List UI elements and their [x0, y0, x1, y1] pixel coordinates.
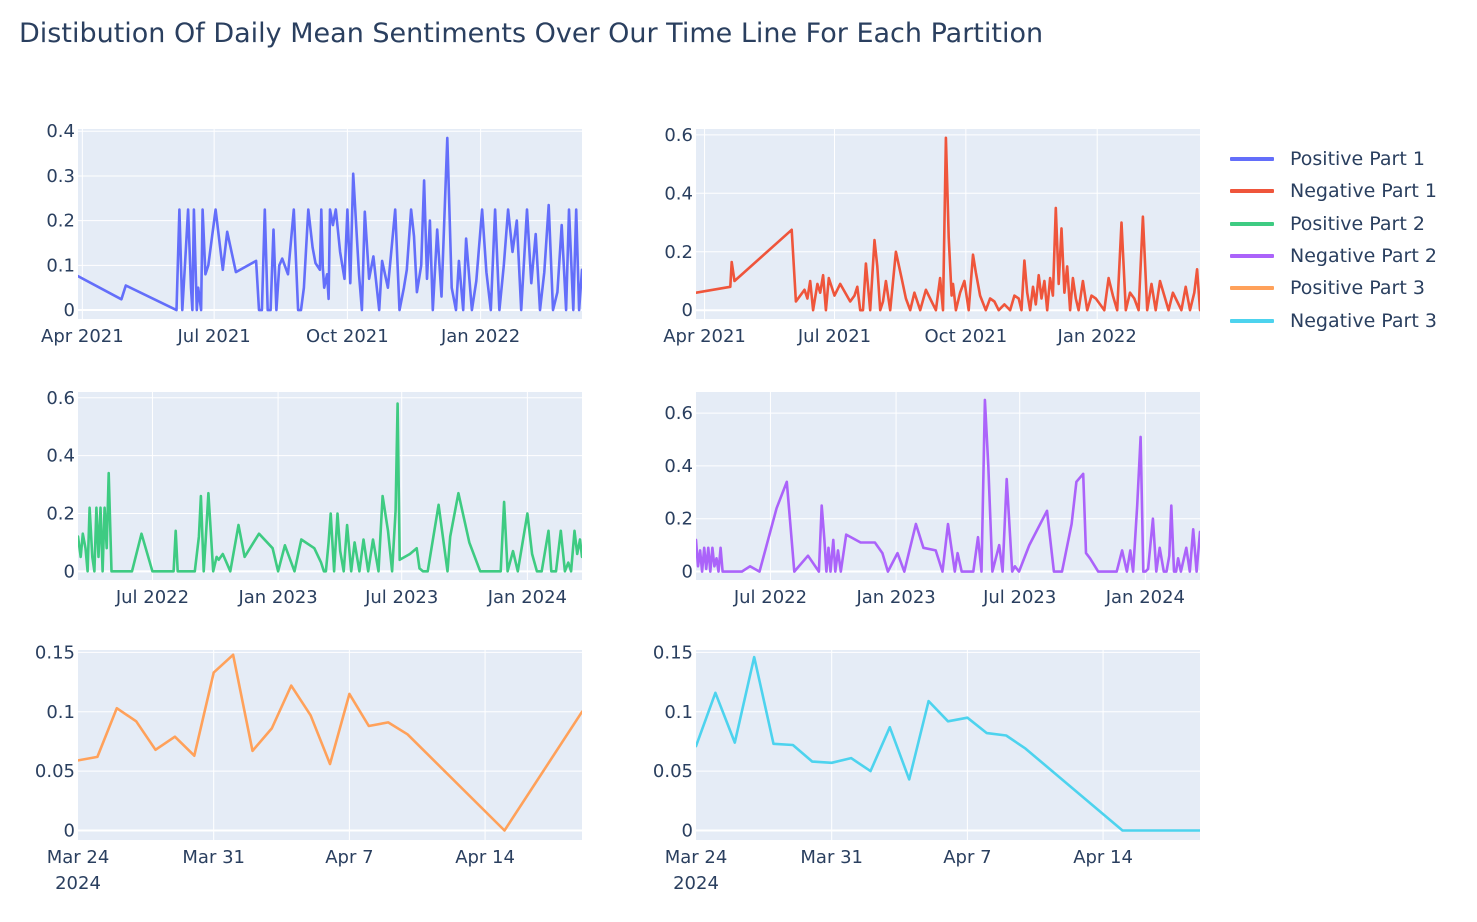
y-tick-label: 0.2: [46, 211, 75, 232]
x-tick-label: Jul 2023: [982, 587, 1056, 608]
legend: Positive Part 1 Negative Part 1 Positive…: [1230, 143, 1437, 337]
x-tick-label: Apr 14: [455, 847, 515, 868]
subplot-negative-part-2: Jul 2022 Jan 2023 Jul 2023 Jan 2024 0 0.2 0.4 0…: [664, 392, 1200, 608]
legend-swatch: [1230, 157, 1274, 162]
y-tick-label: 0.2: [664, 242, 693, 263]
series-line-negative-part-2: [696, 398, 1200, 573]
x-tick-label: Mar 24: [665, 847, 728, 868]
y-tick-label: 0.15: [35, 642, 75, 663]
legend-swatch: [1230, 254, 1274, 259]
series-line-positive-part-3: [78, 653, 582, 832]
y-tick-label: 0.1: [46, 702, 75, 723]
y-tick-label: 0.6: [664, 403, 693, 424]
subplot-positive-part-1: Apr 2021 Jul 2021 Oct 2021 Jan 2022 0 0.1 0.2 0…: [41, 121, 582, 347]
legend-swatch: [1230, 286, 1274, 291]
x-tick-label: Apr 2021: [41, 326, 124, 347]
x-tick-label: Apr 7: [943, 847, 991, 868]
y-tick-label: 0: [64, 300, 75, 321]
x-tick-label: Jul 2022: [733, 587, 807, 608]
x-tick-label: Jan 2023: [237, 587, 317, 608]
x-tick-label: Oct 2021: [306, 326, 389, 347]
y-tick-label: 0: [682, 562, 693, 583]
legend-item-positive-part-3[interactable]: Positive Part 3: [1230, 272, 1437, 304]
x-tick-label: Mar 31: [800, 847, 863, 868]
x-tick-label: Jan 2022: [440, 326, 520, 347]
legend-label: Negative Part 1: [1290, 180, 1437, 203]
y-tick-label: 0.05: [653, 761, 693, 782]
subplot-positive-part-3: Mar 24 2024 Mar 31 Apr 7 Apr 14 0 0.05 0.1 0.15: [35, 642, 582, 894]
y-tick-label: 0.1: [46, 255, 75, 276]
x-tick-label: Apr 7: [325, 847, 373, 868]
legend-label: Positive Part 2: [1290, 212, 1425, 235]
x-tick-label: Jan 2023: [855, 587, 935, 608]
y-tick-label: 0.3: [46, 166, 75, 187]
y-tick-label: 0.2: [46, 503, 75, 524]
x-tick-label: Jul 2021: [797, 326, 871, 347]
y-tick-label: 0.4: [664, 183, 693, 204]
legend-label: Positive Part 3: [1290, 277, 1425, 300]
series-line-negative-part-1: [696, 136, 1200, 312]
x-tick-label: Jan 2024: [1105, 587, 1185, 608]
y-tick-label: 0.4: [46, 121, 75, 142]
x-tick-sublabel: 2024: [673, 873, 719, 894]
y-tick-label: 0.4: [46, 446, 75, 467]
legend-item-negative-part-1[interactable]: Negative Part 1: [1230, 175, 1437, 207]
legend-swatch: [1230, 221, 1274, 226]
subplot-negative-part-1: Apr 2021 Jul 2021 Oct 2021 Jan 2022 0 0.2 0.4 0…: [663, 125, 1200, 347]
y-tick-label: 0.6: [46, 388, 75, 409]
x-tick-label: Jan 2022: [1057, 326, 1137, 347]
legend-label: Positive Part 1: [1290, 148, 1425, 171]
y-tick-label: 0: [682, 300, 693, 321]
subplot-positive-part-2: Jul 2022 Jan 2023 Jul 2023 Jan 2024 0 0.2 0.4 0…: [46, 388, 582, 608]
x-tick-sublabel: 2024: [55, 873, 101, 894]
y-tick-label: 0: [64, 821, 75, 842]
x-tick-label: Mar 24: [47, 847, 110, 868]
x-tick-label: Jul 2023: [364, 587, 438, 608]
x-tick-label: Jul 2022: [115, 587, 189, 608]
plot-area: [696, 650, 1200, 840]
x-tick-label: Apr 2021: [663, 326, 746, 347]
legend-item-positive-part-2[interactable]: Positive Part 2: [1230, 208, 1437, 240]
y-tick-label: 0.05: [35, 761, 75, 782]
chart-title: Distibution Of Daily Mean Sentiments Ove…: [19, 18, 1044, 49]
plot-area: [78, 392, 582, 580]
x-tick-label: Apr 14: [1073, 847, 1133, 868]
series-line-positive-part-1: [78, 136, 582, 312]
series-line-negative-part-3: [696, 655, 1200, 832]
y-tick-label: 0.15: [653, 642, 693, 663]
legend-swatch: [1230, 189, 1274, 194]
y-tick-label: 0: [682, 821, 693, 842]
x-tick-label: Jul 2021: [177, 326, 251, 347]
subplot-negative-part-3: Mar 24 2024 Mar 31 Apr 7 Apr 14 0 0.05 0.1 0.15: [653, 642, 1200, 894]
x-tick-label: Oct 2021: [925, 326, 1008, 347]
x-tick-label: Jan 2024: [487, 587, 567, 608]
legend-item-negative-part-3[interactable]: Negative Part 3: [1230, 304, 1437, 336]
legend-label: Negative Part 3: [1290, 309, 1437, 332]
y-tick-label: 0.4: [664, 456, 693, 477]
series-line-positive-part-2: [78, 402, 582, 573]
legend-swatch: [1230, 318, 1274, 323]
legend-label: Negative Part 2: [1290, 245, 1437, 268]
x-tick-label: Mar 31: [182, 847, 245, 868]
y-tick-label: 0: [64, 561, 75, 582]
legend-item-positive-part-1[interactable]: Positive Part 1: [1230, 143, 1437, 175]
legend-item-negative-part-2[interactable]: Negative Part 2: [1230, 240, 1437, 272]
y-tick-label: 0.1: [664, 702, 693, 723]
plot-area: [696, 392, 1200, 580]
y-tick-label: 0.2: [664, 509, 693, 530]
y-tick-label: 0.6: [664, 125, 693, 146]
